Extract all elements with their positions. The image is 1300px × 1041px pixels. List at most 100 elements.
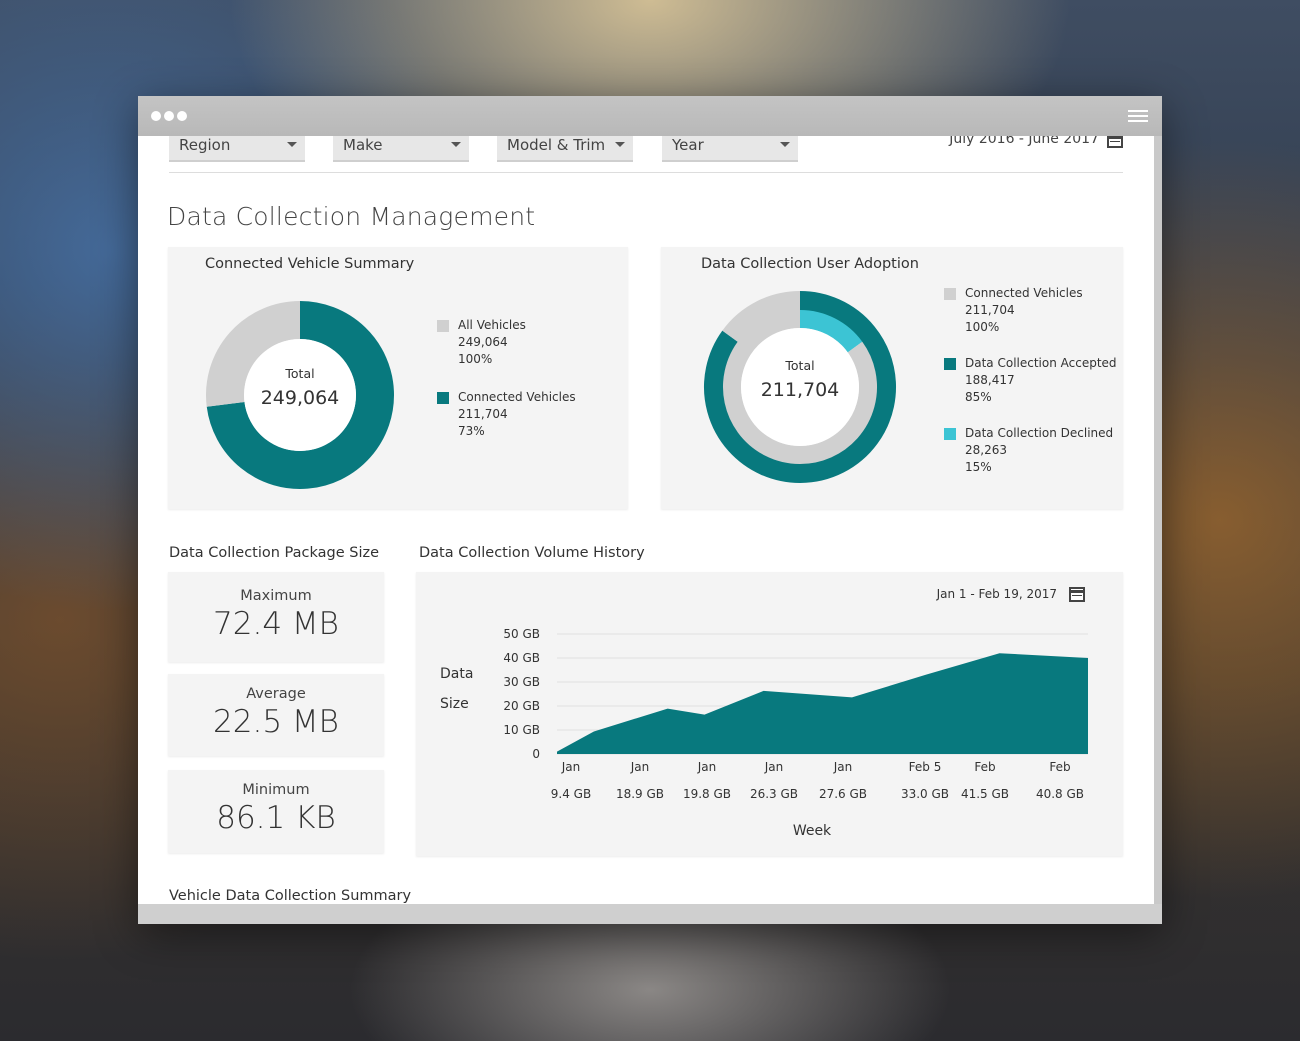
region-filter[interactable]: Region [169, 136, 305, 162]
x-axis-label: Week [793, 823, 832, 839]
stat-card-maximum: Maximum 72.4 MB [168, 572, 384, 662]
calendar-icon[interactable] [1107, 136, 1123, 148]
card-title: Connected Vehicle Summary [205, 256, 415, 272]
legend-name: Data Collection Accepted [965, 356, 1117, 370]
volume-area-chart: 0 10 GB 20 GB 30 GB 40 GB 50 GB Data Size Jan Jan… [440, 627, 1088, 839]
donut-total-value: 211,704 [761, 379, 840, 401]
volume-history-card: Jan 1 - Feb 19, 2017 0 10 GB 20 GB 30 GB 40 … [416, 572, 1123, 856]
outer-ring-declined[interactable] [722, 291, 801, 343]
window-dot-3[interactable] [177, 111, 187, 121]
chevron-down-icon [780, 142, 790, 147]
filter-bar: Region Make Model & Trim Year July 2016 … [169, 136, 1123, 173]
legend-value: 211,704 [458, 407, 508, 421]
stat-value: 72.4 MB [213, 606, 339, 642]
stat-label: Maximum [240, 588, 312, 604]
stat-label: Minimum [242, 782, 310, 798]
model-trim-filter[interactable]: Model & Trim [497, 136, 633, 162]
area-series[interactable] [557, 653, 1088, 754]
date-range-label: July 2016 - June 2017 [949, 136, 1099, 147]
window-controls[interactable] [151, 111, 187, 121]
make-filter[interactable]: Make [333, 136, 469, 162]
legend-value: 188,417 [965, 373, 1015, 387]
model-trim-filter-label: Model & Trim [507, 136, 606, 154]
data-value-label: 41.5 GB [961, 787, 1009, 801]
inner-ring-declined[interactable] [799, 310, 863, 353]
stat-label: Average [246, 686, 306, 702]
legend-swatch [944, 358, 956, 370]
legend-pct: 73% [458, 424, 485, 438]
legend-name: All Vehicles [458, 318, 526, 332]
vehicle-data-summary-title: Vehicle Data Collection Summary [169, 888, 412, 904]
legend-swatch [944, 428, 956, 440]
outer-ring-accepted[interactable] [704, 291, 896, 483]
page-title: Data Collection Management [167, 202, 536, 231]
y-tick-label: 20 GB [503, 699, 540, 713]
date-range-picker[interactable]: July 2016 - June 2017 [949, 136, 1099, 147]
donut-total-label: Total [284, 366, 314, 381]
x-tick-label: Feb 5 [909, 760, 942, 774]
hamburger-menu-icon[interactable] [1128, 110, 1148, 122]
legend-name: Data Collection Declined [965, 426, 1114, 440]
chevron-down-icon [451, 142, 461, 147]
data-value-label: 40.8 GB [1036, 787, 1084, 801]
app-window: Region Make Model & Trim Year July 2016 … [138, 96, 1162, 924]
volume-history-title: Data Collection Volume History [419, 545, 645, 561]
y-axis-label: Data [440, 666, 473, 682]
card-title: Data Collection User Adoption [701, 256, 919, 272]
connected-vehicle-summary-card: Connected Vehicle Summary Total 249,064 … [168, 247, 628, 509]
x-tick-label: Jan [630, 760, 650, 774]
donut-total-value: 249,064 [261, 387, 340, 409]
window-dot-1[interactable] [151, 111, 161, 121]
region-filter-label: Region [179, 136, 231, 154]
legend-item-data-collection-declined: Data Collection Declined 28,263 15% [944, 425, 1114, 476]
calendar-icon[interactable] [1069, 587, 1085, 602]
legend-swatch [437, 392, 449, 404]
legend-item-data-collection-accepted: Data Collection Accepted 188,417 85% [944, 355, 1117, 406]
year-filter[interactable]: Year [662, 136, 798, 162]
data-value-label: 18.9 GB [616, 787, 664, 801]
stat-card-minimum: Minimum 86.1 KB [168, 770, 384, 853]
y-tick-label: 40 GB [503, 651, 540, 665]
donut-center [741, 328, 859, 446]
legend-pct: 15% [965, 460, 992, 474]
donut-slice-other[interactable] [206, 301, 301, 407]
dashboard-content: Region Make Model & Trim Year July 2016 … [138, 136, 1154, 904]
y-axis-label: Size [440, 696, 469, 712]
legend-value: 28,263 [965, 443, 1007, 457]
window-titlebar [138, 96, 1162, 136]
donut-total-label: Total [784, 358, 814, 373]
y-tick-label: 10 GB [503, 723, 540, 737]
user-adoption-donut-chart: Total 211,704 [704, 291, 896, 483]
x-tick-label: Feb [974, 760, 995, 774]
legend-value: 211,704 [965, 303, 1015, 317]
legend-pct: 100% [965, 320, 1000, 334]
data-value-label: 19.8 GB [683, 787, 731, 801]
stat-card-average: Average 22.5 MB [168, 674, 384, 756]
y-tick-label: 50 GB [503, 627, 540, 641]
volume-date-range[interactable]: Jan 1 - Feb 19, 2017 [936, 587, 1057, 601]
x-tick-label: Jan [833, 760, 853, 774]
donut-slice-connected-vehicles[interactable] [206, 301, 394, 489]
year-filter-label: Year [672, 136, 704, 154]
legend-name: Connected Vehicles [965, 286, 1083, 300]
legend-item-all-vehicles: All Vehicles 249,064 100% [437, 317, 526, 368]
chevron-down-icon [615, 142, 625, 147]
x-tick-label: Jan [697, 760, 717, 774]
chevron-down-icon [287, 142, 297, 147]
donut-center [244, 339, 356, 451]
legend-value: 249,064 [458, 335, 508, 349]
stat-value: 22.5 MB [213, 704, 339, 740]
data-value-label: 27.6 GB [819, 787, 867, 801]
stat-value: 86.1 KB [216, 800, 336, 836]
inner-ring-accepted[interactable] [723, 310, 877, 464]
package-size-title: Data Collection Package Size [169, 545, 380, 561]
vertical-scrollbar[interactable] [1154, 136, 1162, 904]
legend-item-connected-vehicles: Connected Vehicles 211,704 100% [944, 285, 1083, 336]
window-dot-2[interactable] [164, 111, 174, 121]
data-value-label: 26.3 GB [750, 787, 798, 801]
legend-swatch [944, 288, 956, 300]
legend-swatch [437, 320, 449, 332]
x-tick-label: Jan [561, 760, 581, 774]
data-value-label: 9.4 GB [551, 787, 591, 801]
y-tick-label: 0 [532, 747, 540, 761]
